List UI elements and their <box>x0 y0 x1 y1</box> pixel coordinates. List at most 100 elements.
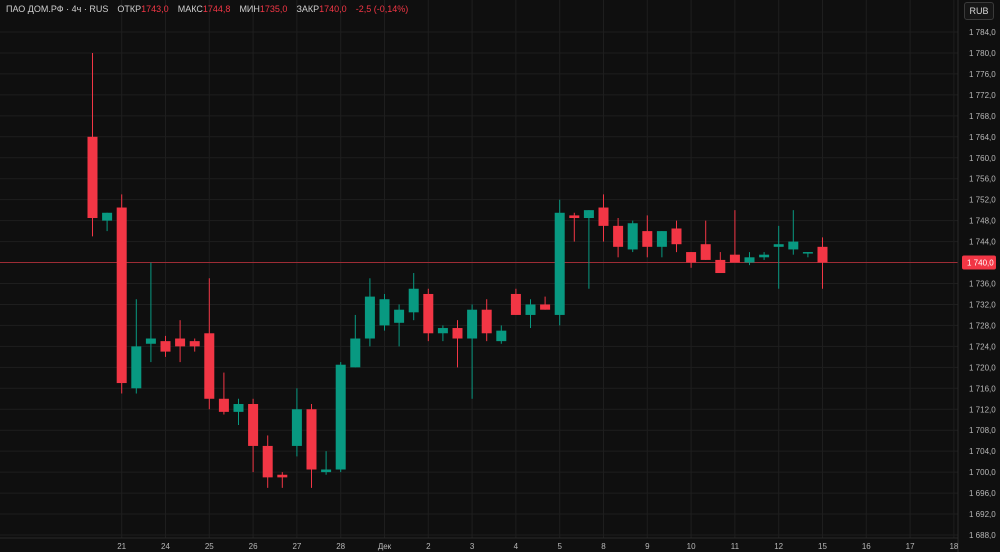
candle-body-up <box>364 296 375 339</box>
time-tick-label: 2 <box>426 542 431 551</box>
candle-body-up <box>583 210 594 219</box>
price-tick-label: 1 760,0 <box>969 154 996 163</box>
legend-low-value: 1735,0 <box>259 4 288 14</box>
time-tick-label: 16 <box>862 542 871 551</box>
candle-body-down <box>613 225 624 247</box>
candle-body-down <box>306 409 317 470</box>
price-tick-label: 1 704,0 <box>969 447 996 456</box>
time-tick-label: 26 <box>249 542 258 551</box>
price-tick-label: 1 748,0 <box>969 217 996 226</box>
legend-interval: 4ч <box>71 4 82 14</box>
legend-open-label: ОТКР <box>117 4 142 14</box>
current-price-tag-label: 1 740,0 <box>967 259 994 268</box>
current-price-tag-bg <box>962 255 996 270</box>
candle-body-down <box>671 228 682 245</box>
candle-body-down <box>189 341 200 347</box>
legend-exchange: RUS <box>89 4 109 14</box>
price-tick-label: 1 700,0 <box>969 468 996 477</box>
candle-body-up <box>802 252 813 254</box>
candle-body-up <box>467 309 478 339</box>
candle-body-up <box>350 338 361 368</box>
candle-body-up <box>437 328 448 334</box>
legend-open-value: 1743,0 <box>141 4 169 14</box>
candle-body-up <box>131 346 142 389</box>
candle-body-down <box>423 293 434 334</box>
price-tick-label: 1 732,0 <box>969 300 996 309</box>
candle-body-down <box>481 309 492 334</box>
time-tick-label: 8 <box>601 542 606 551</box>
candle-body-down <box>160 341 171 352</box>
candle-body-up <box>496 330 507 342</box>
candle-body-down <box>175 338 186 347</box>
candle-body-up <box>759 254 770 258</box>
candle-body-down <box>540 304 551 310</box>
candle-body-up <box>554 212 565 315</box>
time-tick-label: 4 <box>514 542 519 551</box>
candle-body-up <box>744 257 755 263</box>
time-tick-label: 25 <box>205 542 214 551</box>
candle-body-down <box>277 474 288 478</box>
price-tick-label: 1 768,0 <box>969 112 996 121</box>
current-price-tag: 1 740,0 <box>962 255 996 270</box>
price-tick-label: 1 724,0 <box>969 342 996 351</box>
candle-body-down <box>87 136 98 219</box>
legend-high-value: 1744,8 <box>202 4 231 14</box>
price-tick-label: 1 772,0 <box>969 91 996 100</box>
price-tick-label: 1 736,0 <box>969 280 996 289</box>
candles <box>87 52 828 488</box>
time-tick-label: 15 <box>818 542 827 551</box>
candle-body-up <box>335 364 346 470</box>
candle-body-up <box>773 244 784 247</box>
legend-close-value: 1740,0 <box>319 4 347 14</box>
price-tick-label: 1 756,0 <box>969 175 996 184</box>
candle-body-down <box>218 398 229 412</box>
time-tick-label: 18 <box>949 542 958 551</box>
time-axis[interactable]: 21 24 25 26 27 28 Дек 2 3 4 5 8 9 10 11 12 15 16 17 18 <box>0 537 959 551</box>
candle-body-up <box>656 231 667 247</box>
time-tick-label: Дек <box>378 542 392 551</box>
price-tick-label: 1 712,0 <box>969 405 996 414</box>
time-tick-label: 3 <box>470 542 475 551</box>
candle-body-down <box>510 293 521 315</box>
candle-body-up <box>145 338 156 344</box>
price-tick-label: 1 692,0 <box>969 510 996 519</box>
candle-body-down <box>262 445 273 478</box>
candle-body-down <box>642 231 653 247</box>
price-tick-label: 1 764,0 <box>969 133 996 142</box>
time-tick-label: 17 <box>906 542 915 551</box>
time-tick-label: 27 <box>292 542 301 551</box>
candle-body-up <box>233 404 244 412</box>
grid-lines <box>0 0 958 538</box>
candle-body-down <box>700 244 711 260</box>
price-tick-label: 1 688,0 <box>969 531 996 540</box>
time-tick-label: 21 <box>117 542 126 551</box>
candle-body-down <box>452 328 463 339</box>
price-tick-label: 1 728,0 <box>969 321 996 330</box>
time-tick-label: 10 <box>687 542 696 551</box>
currency-button[interactable]: RUB <box>964 2 994 20</box>
price-axis[interactable]: 1 784,0 1 780,0 1 776,0 1 772,0 1 768,0 1 764… <box>957 0 996 552</box>
legend-ticker: ПАО ДОМ.РФ <box>6 4 64 14</box>
time-tick-label: 24 <box>161 542 170 551</box>
candle-body-up <box>525 304 536 315</box>
time-tick-label: 28 <box>336 542 345 551</box>
candle-body-up <box>102 212 113 221</box>
candle-body-up <box>321 469 332 473</box>
candle-body-up <box>408 288 419 313</box>
time-tick-label: 9 <box>645 542 650 551</box>
legend-low-label: МИН <box>239 4 260 14</box>
price-tick-label: 1 696,0 <box>969 489 996 498</box>
candle-body-up <box>788 241 799 250</box>
legend-close-label: ЗАКР <box>296 4 320 14</box>
price-tick-label: 1 720,0 <box>969 363 996 372</box>
candle-body-down <box>569 215 580 219</box>
candle-body-up <box>379 299 390 326</box>
candle-body-down <box>204 333 215 399</box>
legend-change: -2,5 (-0,14%) <box>355 4 409 14</box>
candle-body-down <box>598 207 609 226</box>
candle-body-up <box>291 409 302 446</box>
candle-body-down <box>715 259 726 274</box>
price-tick-label: 1 716,0 <box>969 384 996 393</box>
